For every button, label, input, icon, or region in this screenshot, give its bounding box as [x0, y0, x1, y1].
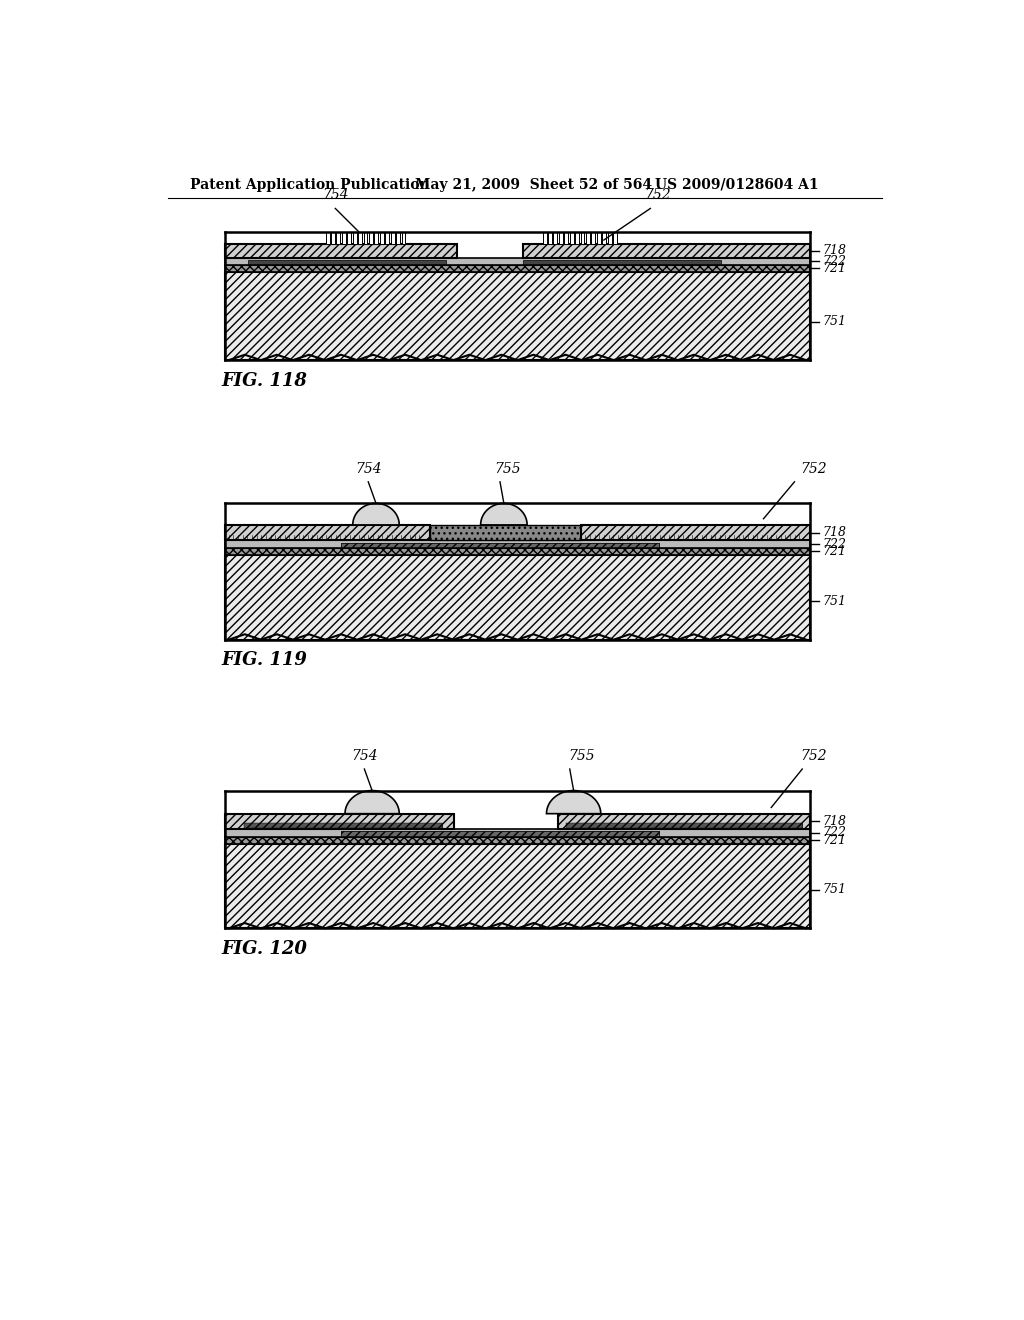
Bar: [337, 231, 340, 244]
Bar: [581, 231, 585, 244]
Bar: [582, 525, 810, 540]
Polygon shape: [345, 791, 399, 813]
Bar: [225, 272, 810, 360]
Bar: [326, 231, 330, 244]
Bar: [225, 244, 458, 257]
Bar: [566, 822, 802, 828]
Text: US 2009/0128604 A1: US 2009/0128604 A1: [655, 178, 818, 191]
Bar: [225, 843, 810, 928]
Text: 752: 752: [801, 748, 827, 763]
Bar: [523, 244, 810, 257]
Polygon shape: [352, 503, 399, 525]
Bar: [364, 231, 368, 244]
Bar: [245, 822, 442, 828]
Text: 754: 754: [351, 748, 378, 763]
Bar: [543, 231, 547, 244]
Bar: [430, 525, 582, 540]
Bar: [586, 231, 590, 244]
Bar: [225, 548, 810, 554]
Text: 721: 721: [822, 261, 847, 275]
Bar: [575, 231, 579, 244]
Bar: [225, 829, 810, 837]
Bar: [592, 231, 595, 244]
Text: 751: 751: [822, 883, 847, 896]
Text: 718: 718: [822, 814, 847, 828]
Text: 718: 718: [822, 244, 847, 257]
Bar: [341, 832, 658, 836]
Text: 722: 722: [822, 537, 847, 550]
Bar: [248, 260, 445, 264]
Bar: [342, 231, 346, 244]
Bar: [352, 231, 356, 244]
Bar: [385, 231, 389, 244]
Text: 751: 751: [822, 315, 847, 329]
Text: 755: 755: [495, 462, 521, 475]
Bar: [566, 822, 802, 828]
Bar: [225, 540, 810, 548]
Bar: [380, 231, 384, 244]
Bar: [225, 264, 810, 272]
Text: FIG. 118: FIG. 118: [221, 372, 307, 389]
Bar: [559, 231, 563, 244]
Bar: [396, 231, 400, 244]
Bar: [358, 231, 362, 244]
Bar: [245, 822, 442, 828]
Bar: [225, 257, 810, 264]
Text: 755: 755: [568, 748, 595, 763]
Bar: [369, 231, 373, 244]
Bar: [341, 543, 658, 548]
Bar: [613, 231, 617, 244]
Bar: [597, 231, 601, 244]
Text: 754: 754: [355, 462, 382, 475]
Bar: [401, 231, 406, 244]
Text: 752: 752: [801, 462, 827, 475]
Text: 754: 754: [322, 189, 348, 202]
Text: May 21, 2009  Sheet 52 of 564: May 21, 2009 Sheet 52 of 564: [415, 178, 652, 191]
Text: 752: 752: [645, 189, 672, 202]
Text: 721: 721: [822, 545, 847, 558]
Bar: [225, 554, 810, 640]
Bar: [602, 231, 606, 244]
Text: FIG. 120: FIG. 120: [221, 940, 307, 958]
Bar: [391, 231, 394, 244]
Bar: [331, 231, 335, 244]
Polygon shape: [547, 791, 601, 813]
Bar: [225, 813, 454, 829]
Text: FIG. 119: FIG. 119: [221, 651, 307, 669]
Bar: [558, 813, 810, 829]
Bar: [523, 260, 721, 264]
Bar: [564, 231, 568, 244]
Bar: [569, 231, 573, 244]
Bar: [341, 832, 658, 836]
Text: 722: 722: [822, 255, 847, 268]
Text: 751: 751: [822, 594, 847, 607]
Bar: [548, 231, 552, 244]
Bar: [341, 543, 658, 548]
Text: 722: 722: [822, 826, 847, 840]
Bar: [554, 231, 557, 244]
Bar: [607, 231, 611, 244]
Polygon shape: [480, 503, 527, 525]
Bar: [225, 525, 430, 540]
Bar: [225, 837, 810, 843]
Text: 721: 721: [822, 834, 847, 846]
Text: 718: 718: [822, 527, 847, 539]
Text: Patent Application Publication: Patent Application Publication: [190, 178, 430, 191]
Bar: [347, 231, 351, 244]
Bar: [375, 231, 378, 244]
